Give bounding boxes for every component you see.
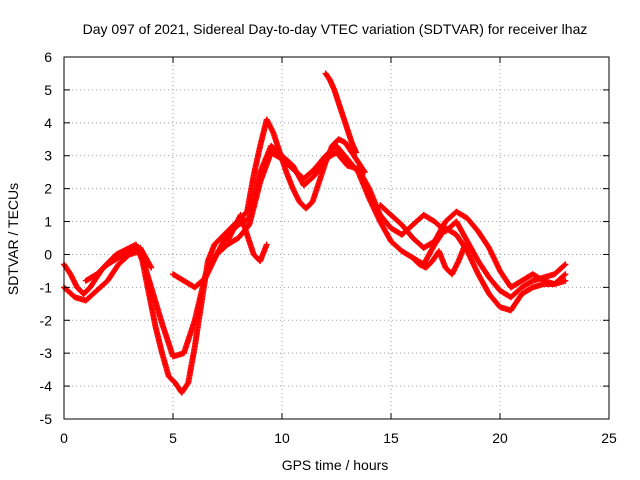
y-tick-label: 3 (44, 148, 52, 164)
data-point (561, 262, 568, 269)
y-tick-label: -4 (40, 378, 53, 394)
y-tick-label: -1 (40, 279, 53, 295)
data-point (353, 149, 360, 156)
y-tick-label: 4 (44, 115, 52, 131)
x-tick-label: 15 (383, 430, 399, 446)
y-tick-label: 6 (44, 49, 52, 65)
y-tick-label: 0 (44, 246, 52, 262)
series-track (409, 241, 469, 278)
series-track (82, 244, 155, 284)
y-tick-label: -5 (40, 411, 53, 427)
x-tick-label: 20 (492, 430, 508, 446)
data-point (562, 277, 569, 284)
y-tick-label: 5 (44, 82, 52, 98)
data-point (562, 271, 569, 278)
tick-labels: 0 5 10 15 20 25 -5 -4 -3 -2 -1 0 1 2 3 4 5 6 (40, 49, 617, 446)
data-point (462, 241, 469, 248)
x-tick-label: 5 (169, 430, 177, 446)
axis-ticks (63, 56, 610, 420)
y-axis-title: SDTVAR / TECUs (5, 183, 21, 295)
series-track (224, 211, 270, 265)
data-point (263, 241, 270, 248)
series-track (377, 202, 569, 291)
data-point (562, 261, 569, 268)
x-tick-label: 0 (60, 430, 68, 446)
series-track (322, 70, 360, 156)
x-axis-title: GPS time / hours (282, 457, 389, 473)
chart-title: Day 097 of 2021, Sidereal Day-to-day VTE… (83, 21, 588, 37)
y-tick-label: 1 (44, 214, 52, 230)
x-tick-label: 25 (601, 430, 617, 446)
plot-frame (63, 56, 610, 420)
y-tick-label: -2 (40, 312, 53, 328)
data-point (148, 264, 155, 271)
y-tick-label: -3 (40, 345, 53, 361)
y-tick-label: 2 (44, 181, 52, 197)
data-points (61, 70, 569, 396)
x-tick-label: 10 (274, 430, 290, 446)
data-point (561, 272, 568, 279)
series-track (170, 142, 569, 301)
